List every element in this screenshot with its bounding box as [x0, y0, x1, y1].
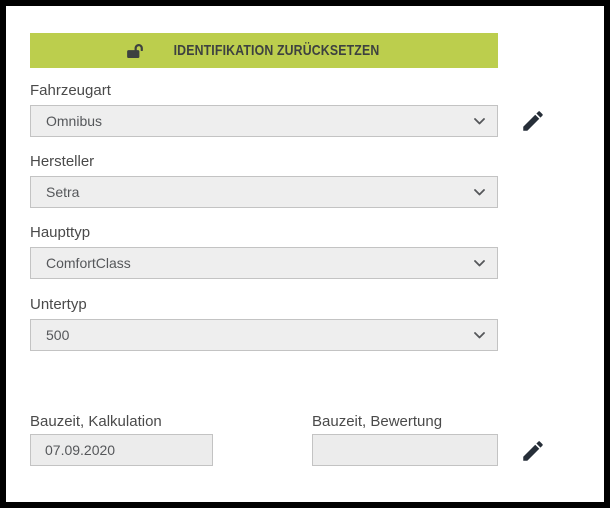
haupttyp-select[interactable]: ComfortClass — [30, 247, 498, 279]
chevron-down-icon — [474, 259, 485, 267]
hersteller-value: Setra — [46, 184, 80, 200]
pencil-icon — [520, 438, 546, 464]
fahrzeugart-select[interactable]: Omnibus — [30, 105, 498, 137]
bauzeit-bewertung-label: Bauzeit, Bewertung — [312, 413, 443, 430]
reset-identification-button[interactable]: IDENTIFIKATION ZURÜCKSETZEN — [30, 33, 498, 68]
untertyp-value: 500 — [46, 327, 70, 343]
bauzeit-kalkulation-label: Bauzeit, Kalkulation — [30, 413, 162, 430]
fahrzeugart-edit-button[interactable] — [517, 105, 549, 137]
fahrzeugart-value: Omnibus — [46, 113, 103, 129]
chevron-down-icon — [474, 117, 485, 125]
pencil-icon — [520, 108, 546, 134]
untertyp-label: Untertyp — [30, 296, 87, 313]
chevron-down-icon — [474, 188, 485, 196]
unlock-icon — [126, 43, 143, 58]
bauzeit-kalkulation-input[interactable] — [30, 434, 213, 466]
untertyp-select[interactable]: 500 — [30, 319, 498, 351]
hersteller-label: Hersteller — [30, 153, 95, 170]
reset-identification-label: IDENTIFIKATION ZURÜCKSETZEN — [173, 42, 379, 59]
bauzeit-bewertung-input[interactable] — [312, 434, 498, 466]
haupttyp-label: Haupttyp — [30, 224, 91, 241]
chevron-down-icon — [474, 331, 485, 339]
bauzeit-bewertung-edit-button[interactable] — [517, 435, 549, 467]
haupttyp-value: ComfortClass — [46, 255, 131, 271]
fahrzeugart-label: Fahrzeugart — [30, 82, 111, 99]
hersteller-select[interactable]: Setra — [30, 176, 498, 208]
